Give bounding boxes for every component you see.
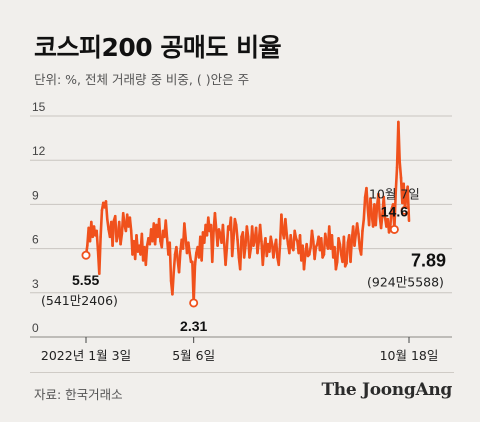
- series-segment: [394, 166, 399, 194]
- series-segment: [188, 251, 193, 264]
- series-segment: [248, 247, 253, 259]
- series-segment: [305, 242, 310, 258]
- series-segment: [175, 245, 180, 262]
- series-segment: [193, 251, 198, 267]
- series-segment: [119, 232, 124, 246]
- data-point-marker: [189, 298, 199, 308]
- annotation-date: 10월 7일: [369, 186, 420, 201]
- series-segment: [104, 200, 109, 221]
- series-segment: [355, 222, 360, 236]
- series-segment: [289, 234, 294, 249]
- series-segment: [128, 216, 133, 233]
- series-segment: [323, 232, 328, 245]
- series-segment: [238, 235, 243, 271]
- series-segment: [313, 245, 318, 261]
- series-segment: [349, 238, 354, 264]
- series-segment: [105, 217, 110, 231]
- series-segment: [111, 219, 116, 247]
- series-segment: [284, 217, 289, 236]
- series-segment: [225, 225, 230, 249]
- series-segment: [95, 229, 100, 252]
- data-point-marker: [400, 205, 410, 215]
- data-point-marker: [81, 250, 91, 260]
- series-segment: [242, 244, 247, 259]
- series-segment: [379, 213, 384, 230]
- series-segment: [183, 222, 187, 240]
- series-segment: [171, 270, 176, 296]
- series-segment: [121, 211, 126, 227]
- series-segment: [234, 223, 239, 242]
- annotation-value: 2.31: [180, 318, 207, 334]
- series-segment: [361, 217, 366, 233]
- brand-logo: The JoongAng: [321, 380, 452, 400]
- annotation-value: 5.55: [72, 272, 99, 288]
- series-segment: [164, 219, 169, 240]
- chart-subtitle: 단위: %, 전체 거래량 중 비중, ( )안은 주: [34, 72, 250, 87]
- series-segment: [398, 160, 403, 180]
- series-segment: [177, 250, 182, 274]
- series-segment: [310, 229, 315, 243]
- series-segment: [213, 211, 218, 231]
- series-segment: [357, 232, 362, 250]
- annotation-value: 14.6: [381, 203, 408, 219]
- y-tick-label: 0: [32, 321, 39, 335]
- source-note: 자료: 한국거래소: [34, 387, 123, 402]
- series-segment: [365, 186, 370, 211]
- series-segment: [157, 217, 162, 243]
- series-segment: [342, 235, 347, 268]
- series-segment: [274, 238, 279, 259]
- series-segment: [302, 253, 307, 271]
- series-segment: [236, 238, 241, 259]
- series-segment: [172, 253, 177, 274]
- series-segment: [97, 235, 102, 275]
- series-segment: [389, 207, 394, 227]
- series-segment: [377, 192, 382, 218]
- series-segment: [397, 120, 402, 163]
- annotation-detail: (541만2406): [41, 293, 118, 308]
- annotation-detail: (924만5588): [367, 274, 444, 289]
- series-segment: [374, 204, 379, 227]
- series-segment: [168, 241, 173, 283]
- annotation-value: 7.89: [411, 250, 446, 270]
- series-segment: [99, 208, 104, 239]
- series-segment: [285, 232, 290, 246]
- series-segment: [393, 191, 398, 231]
- x-tick-label: 2022년 1월 3일: [41, 348, 131, 363]
- series-segment: [187, 241, 191, 255]
- series-segment: [382, 195, 387, 219]
- x-tick-label: 5월 6일: [172, 348, 215, 363]
- series-segment: [359, 229, 364, 256]
- x-tick-label: 10월 18일: [380, 348, 439, 363]
- series-segment: [258, 223, 263, 243]
- y-tick-label: 9: [32, 188, 39, 202]
- series-segment: [230, 236, 235, 258]
- series-segment: [261, 245, 266, 267]
- series-segment: [272, 245, 277, 259]
- series-segment: [192, 263, 197, 305]
- series-segment: [256, 239, 261, 255]
- series-segment: [406, 185, 411, 223]
- series-segment: [338, 242, 343, 256]
- data-point-marker: [389, 224, 399, 234]
- series-segment: [369, 197, 374, 217]
- y-tick-label: 6: [32, 233, 39, 247]
- series-segment: [224, 245, 229, 267]
- y-tick-label: 15: [32, 100, 46, 114]
- series-segment: [245, 225, 250, 239]
- y-tick-label: 12: [32, 144, 46, 158]
- series-segment: [280, 213, 285, 234]
- chart-title: 코스피200 공매도 비율: [34, 33, 282, 62]
- series-segment: [144, 244, 149, 267]
- series-segment: [345, 241, 350, 265]
- series-segment: [221, 223, 226, 246]
- series-segment: [353, 232, 358, 247]
- y-tick-label: 3: [32, 277, 39, 291]
- footer-divider: [30, 372, 454, 373]
- series-segment: [210, 229, 215, 264]
- series-segment: [362, 195, 367, 221]
- series-segment: [277, 242, 282, 267]
- series-segment: [319, 236, 324, 259]
